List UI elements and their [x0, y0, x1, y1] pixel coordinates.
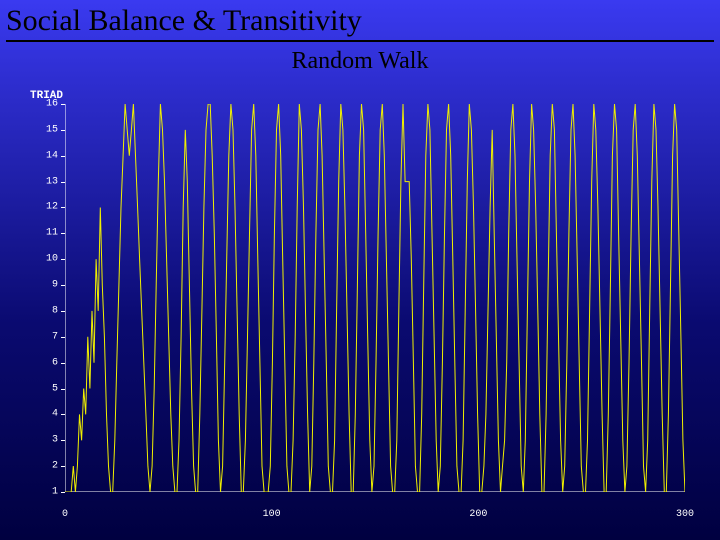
- y-tick-label: 12: [30, 202, 58, 213]
- chart-plot: [65, 104, 685, 492]
- y-tick-label: 13: [30, 176, 58, 187]
- y-tick-label: 2: [30, 461, 58, 472]
- slide-title: Social Balance & Transitivity: [6, 4, 714, 42]
- random-walk-series: [65, 104, 685, 492]
- y-tick-label: 4: [30, 409, 58, 420]
- random-walk-chart: TRIAD 12345678910111213141516 0100200300: [30, 90, 690, 520]
- y-tick-label: 1: [30, 487, 58, 498]
- x-tick-label: 0: [62, 509, 68, 520]
- x-tick-label: 100: [263, 509, 281, 520]
- y-tick-label: 3: [30, 435, 58, 446]
- y-tick-label: 9: [30, 280, 58, 291]
- y-tick-label: 8: [30, 305, 58, 316]
- y-tick-label: 11: [30, 228, 58, 239]
- y-tick-label: 10: [30, 254, 58, 265]
- y-tick-mark: [61, 492, 65, 493]
- y-tick-label: 16: [30, 99, 58, 110]
- y-tick-label: 15: [30, 124, 58, 135]
- x-tick-label: 300: [676, 509, 694, 520]
- y-tick-label: 7: [30, 331, 58, 342]
- slide-subtitle: Random Walk: [0, 48, 720, 75]
- x-tick-label: 200: [469, 509, 487, 520]
- y-tick-label: 6: [30, 357, 58, 368]
- slide: Social Balance & Transitivity Random Wal…: [0, 0, 720, 540]
- y-tick-label: 5: [30, 383, 58, 394]
- y-tick-label: 14: [30, 150, 58, 161]
